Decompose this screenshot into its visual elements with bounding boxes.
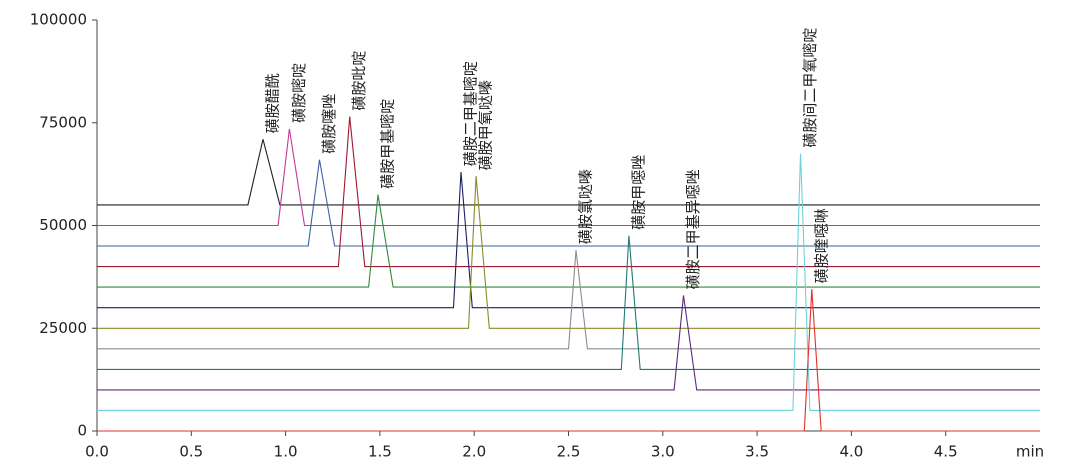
- y-tick-label: 100000: [30, 11, 87, 29]
- peak-label: 磺胺甲噁唑: [629, 155, 647, 230]
- x-tick-label: 4.0: [839, 443, 863, 461]
- peak-label: 磺胺二甲基异噁唑: [684, 169, 702, 289]
- trace: [97, 194, 1040, 288]
- peak-label: 磺胺吡啶: [350, 51, 368, 111]
- y-tick-label: 25000: [39, 319, 87, 337]
- x-tick-label: 4.5: [934, 443, 958, 461]
- x-tick-label: 3.0: [651, 443, 675, 461]
- trace: [97, 116, 1040, 268]
- y-tick-label: 75000: [39, 113, 87, 131]
- x-tick-label: 0.5: [179, 443, 203, 461]
- peak-label: 磺胺间二甲氧嘧啶: [801, 28, 819, 148]
- peak-label: 磺胺嘧啶: [290, 63, 308, 123]
- trace: [97, 289, 1040, 432]
- trace: [97, 128, 1040, 227]
- x-tick-label: 1.0: [274, 443, 298, 461]
- x-unit-label: min: [1016, 443, 1044, 461]
- peak-label: 磺胺甲氧哒嗪: [477, 80, 495, 170]
- trace: [97, 139, 1040, 206]
- x-tick-label: 3.5: [745, 443, 769, 461]
- peak-label: 磺胺甲基嘧啶: [379, 99, 397, 189]
- trace: [97, 295, 1040, 391]
- y-tick-label: 0: [77, 422, 87, 440]
- trace: [97, 172, 1040, 309]
- peak-label: 磺胺二甲基嘧啶: [461, 61, 479, 166]
- y-tick-label: 50000: [39, 216, 87, 234]
- trace: [97, 153, 1040, 411]
- peak-label: 磺胺噻唑: [320, 94, 338, 154]
- trace: [97, 176, 1040, 329]
- x-tick-label: 2.5: [557, 443, 581, 461]
- peak-label: 磺胺氯哒嗪: [577, 169, 595, 244]
- peak-label: 磺胺喹噁啉: [812, 208, 830, 283]
- x-tick-label: 0.0: [85, 443, 109, 461]
- x-tick-label: 2.0: [462, 443, 486, 461]
- peak-label: 磺胺醋酰: [263, 73, 281, 133]
- trace: [97, 159, 1040, 247]
- trace: [97, 250, 1040, 350]
- trace: [97, 235, 1040, 370]
- x-tick-label: 1.5: [368, 443, 392, 461]
